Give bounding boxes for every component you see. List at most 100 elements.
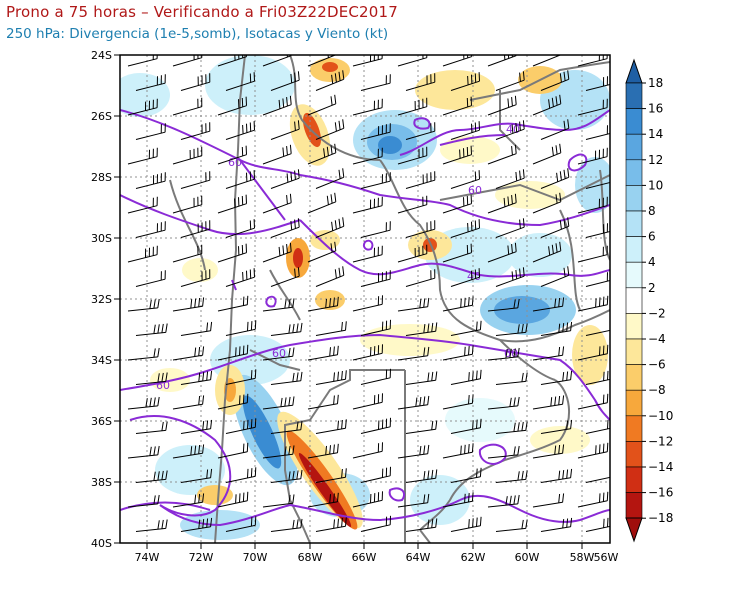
wind-barb — [450, 170, 480, 189]
wind-barb — [315, 217, 345, 238]
wind-barb — [360, 515, 391, 532]
colorbar-label: 16 — [648, 102, 663, 116]
colorbar-segment — [625, 236, 643, 263]
wind-barb — [487, 445, 520, 459]
wind-barb — [225, 121, 255, 140]
wind-barb — [442, 492, 474, 508]
wind-barb — [270, 420, 303, 434]
wind-barb — [172, 146, 203, 165]
colorbar-segment — [625, 185, 643, 212]
lon-label: 68W — [298, 551, 323, 564]
wind-barb — [405, 171, 436, 189]
wind-barb — [217, 55, 247, 67]
wind-barb — [442, 243, 472, 263]
wind-barb — [262, 494, 295, 508]
wind-barb — [262, 193, 292, 214]
map-panel: 60 40 60 40 60 60 60 24S 26S — [91, 49, 619, 564]
wind-barb — [217, 442, 249, 459]
wind-barb — [487, 347, 520, 361]
wind-barb — [180, 468, 213, 483]
divergence-field — [120, 55, 610, 540]
wind-barb — [225, 320, 257, 336]
wind-barb — [577, 491, 609, 508]
wind-barb — [405, 269, 436, 287]
isotach-label: 60 — [468, 184, 482, 197]
wind-barb — [577, 442, 609, 459]
wind-barb — [450, 320, 482, 336]
wind-barb — [172, 395, 205, 410]
wind-barb — [270, 322, 303, 336]
wind-barb — [397, 195, 428, 214]
wind-barb — [397, 297, 430, 312]
wind-barb — [360, 319, 391, 336]
wind-barb — [540, 266, 570, 287]
lon-label: 66W — [352, 551, 377, 564]
wind-barb — [540, 119, 570, 140]
lat-label: 38S — [91, 476, 112, 489]
colorbar-segment — [625, 159, 643, 186]
longitude-labels: 74W 72W 70W 68W 66W 64W 62W 60W 58W 56W — [135, 551, 619, 564]
wind-barb — [225, 72, 255, 91]
wind-barb — [217, 344, 249, 361]
lon-label: 60W — [515, 551, 540, 564]
wind-barb — [127, 298, 160, 312]
wind-barb — [315, 321, 347, 336]
wind-barb — [315, 370, 347, 385]
wind-barb — [315, 517, 347, 532]
wind-barb — [127, 245, 158, 263]
wind-barb — [487, 298, 520, 312]
wind-barb — [397, 444, 430, 459]
colorbar-label: −6 — [648, 358, 666, 372]
wind-barb — [532, 346, 565, 361]
wind-barb — [217, 194, 247, 214]
wind-barb — [225, 467, 257, 483]
wind-barb — [135, 172, 166, 189]
wind-barb — [532, 55, 561, 67]
wind-barb — [307, 296, 339, 312]
wind-barb — [262, 298, 295, 312]
wind-barb — [270, 469, 303, 483]
wind-barb — [360, 221, 391, 238]
isotach-label: 60 — [272, 347, 286, 360]
colorbar-segment — [625, 133, 643, 161]
wind-barb — [495, 323, 528, 336]
lat-label: 34S — [91, 354, 112, 367]
wind-barb — [315, 70, 345, 91]
wind-barb — [532, 493, 565, 508]
lat-label: 36S — [91, 415, 112, 428]
wind-barb — [127, 494, 160, 508]
wind-barb — [172, 244, 203, 263]
wind-barb — [442, 145, 472, 165]
wind-barb — [487, 396, 520, 410]
wind-barb — [585, 181, 610, 189]
wind-barb — [450, 418, 482, 434]
wind-barb — [135, 123, 166, 140]
wind-barb — [270, 120, 300, 140]
colorbar-segment — [625, 338, 643, 365]
wind-barb — [180, 517, 213, 532]
wind-barb — [262, 396, 295, 410]
wind-barb — [225, 268, 255, 287]
wind-barb — [442, 296, 474, 312]
colorbar-segment — [625, 287, 643, 314]
wind-barb — [585, 272, 610, 287]
wind-barb — [270, 267, 300, 287]
wind-barb — [225, 369, 257, 385]
wind-barb — [577, 147, 608, 165]
wind-barb — [352, 344, 383, 361]
colorbar-label: 6 — [648, 230, 656, 244]
wind-barb — [225, 418, 257, 434]
wind-barb — [307, 492, 339, 508]
wind-barb — [315, 468, 347, 483]
wind-barb — [307, 55, 336, 67]
colorbar-segment — [625, 261, 643, 289]
wind-barb — [442, 443, 474, 459]
wind-barb — [307, 443, 339, 459]
colorbar-label: −16 — [648, 486, 673, 500]
wind-barb — [450, 219, 480, 238]
wind-barb — [540, 321, 573, 336]
lon-label: 72W — [189, 551, 214, 564]
colorbar-segment — [625, 108, 643, 135]
wind-barb — [352, 196, 383, 214]
wind-barb — [495, 519, 528, 532]
